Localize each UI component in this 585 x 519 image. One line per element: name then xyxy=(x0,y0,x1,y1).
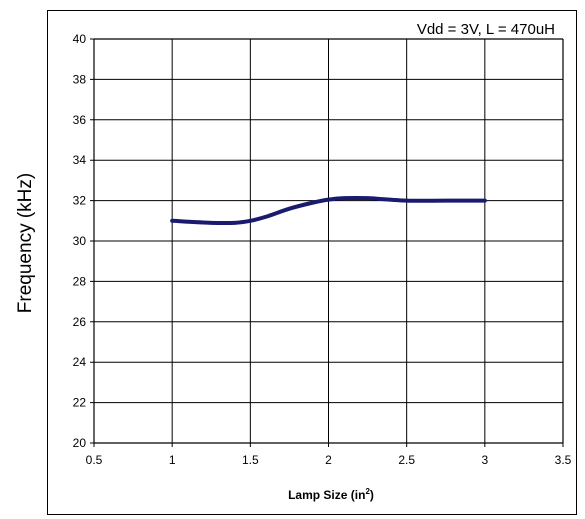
x-tick-label: 3 xyxy=(481,453,488,467)
y-tick-label: 26 xyxy=(73,315,87,329)
x-tick-label: 3.5 xyxy=(555,453,572,467)
x-tick-label: 1 xyxy=(169,453,176,467)
tick-labels: 20 22 24 26 28 30 32 34 36 38 40 0.5 1 1.5 2 2.5 3 3.5 xyxy=(73,32,572,467)
x-tick-label: 2.5 xyxy=(398,453,415,467)
y-tick-label: 34 xyxy=(73,153,87,167)
chart-annotation: Vdd = 3V, L = 470uH xyxy=(417,21,555,38)
x-tick-label: 2 xyxy=(325,453,332,467)
y-tick-label: 24 xyxy=(73,355,87,369)
y-tick-label: 28 xyxy=(73,274,87,288)
grid xyxy=(90,38,564,447)
x-axis-label: Lamp Size (in2) xyxy=(288,487,374,502)
y-tick-label: 32 xyxy=(73,194,87,208)
x-tick-label: 0.5 xyxy=(86,453,103,467)
y-tick-label: 20 xyxy=(73,436,87,450)
y-tick-label: 36 xyxy=(73,113,87,127)
y-tick-label: 30 xyxy=(73,234,87,248)
y-axis-label: Frequency (kHz) xyxy=(15,173,36,313)
y-tick-label: 38 xyxy=(73,72,87,86)
chart-frame xyxy=(47,10,577,515)
x-axis-label-superscript: 2 xyxy=(365,487,370,496)
y-tick-label: 40 xyxy=(73,32,87,46)
x-tick-label: 1.5 xyxy=(242,453,259,467)
frequency-series-line xyxy=(170,195,487,226)
y-tick-label: 22 xyxy=(73,396,87,410)
